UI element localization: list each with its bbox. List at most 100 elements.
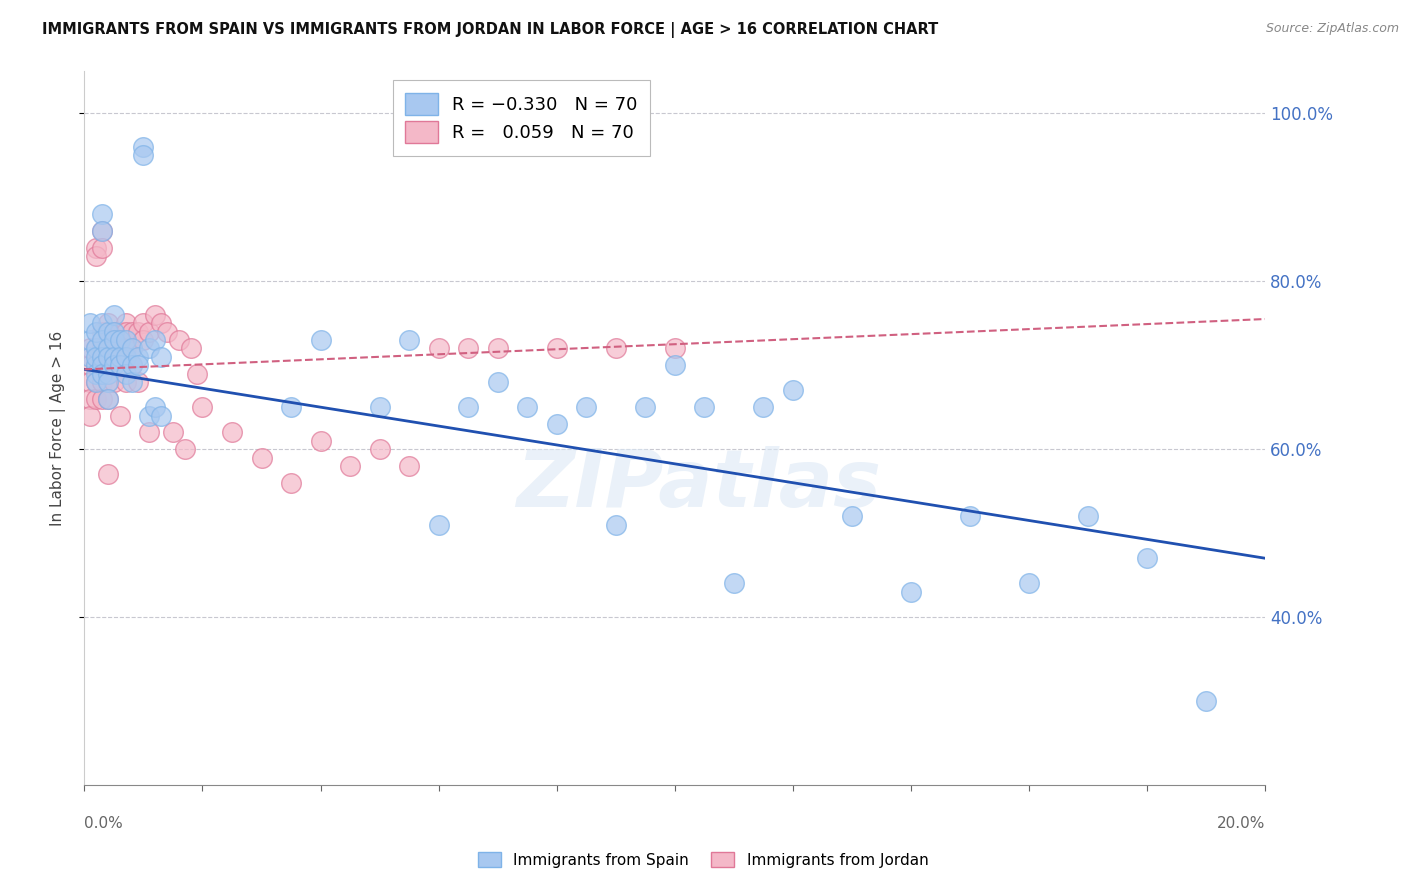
Text: ZIPatlas: ZIPatlas [516, 446, 882, 524]
Point [516, 400, 538, 414]
Point [132, 148, 155, 162]
Point [959, 509, 981, 524]
Point [427, 517, 450, 532]
Point [486, 375, 509, 389]
Point [103, 358, 125, 372]
Point [114, 325, 136, 339]
Point [91, 241, 114, 255]
Point [132, 333, 155, 347]
Point [84, 241, 107, 255]
Point [173, 442, 195, 457]
Point [97, 358, 120, 372]
Point [84, 342, 107, 356]
Point [114, 316, 136, 330]
Point [1018, 576, 1040, 591]
Point [121, 342, 143, 356]
Point [280, 475, 302, 490]
Point [79, 316, 101, 330]
Point [103, 342, 125, 356]
Point [91, 358, 114, 372]
Point [108, 333, 131, 347]
Point [221, 425, 243, 440]
Point [121, 342, 143, 356]
Point [97, 333, 120, 347]
Point [97, 392, 120, 406]
Point [91, 350, 114, 364]
Point [84, 342, 107, 356]
Y-axis label: In Labor Force | Age > 16: In Labor Force | Age > 16 [51, 331, 66, 525]
Point [103, 325, 125, 339]
Point [114, 375, 136, 389]
Point [108, 333, 131, 347]
Legend: Immigrants from Spain, Immigrants from Jordan: Immigrants from Spain, Immigrants from J… [470, 844, 936, 875]
Point [398, 458, 420, 473]
Point [97, 375, 120, 389]
Point [103, 350, 125, 364]
Point [103, 375, 125, 389]
Point [150, 316, 173, 330]
Legend: R = −0.330   N = 70, R =   0.059   N = 70: R = −0.330 N = 70, R = 0.059 N = 70 [392, 80, 650, 156]
Point [108, 325, 131, 339]
Point [91, 316, 114, 330]
Point [156, 325, 179, 339]
Point [79, 342, 101, 356]
Point [546, 417, 568, 431]
Point [108, 350, 131, 364]
Point [79, 392, 101, 406]
Point [143, 400, 166, 414]
Text: 20.0%: 20.0% [1218, 816, 1265, 831]
Point [121, 375, 143, 389]
Point [84, 249, 107, 263]
Point [114, 350, 136, 364]
Point [309, 333, 332, 347]
Point [114, 342, 136, 356]
Point [114, 333, 136, 347]
Point [79, 375, 101, 389]
Point [280, 400, 302, 414]
Point [138, 409, 160, 423]
Point [398, 333, 420, 347]
Point [575, 400, 598, 414]
Point [84, 358, 107, 372]
Point [1077, 509, 1099, 524]
Point [84, 350, 107, 364]
Point [121, 358, 143, 372]
Point [84, 367, 107, 381]
Point [900, 585, 922, 599]
Point [91, 224, 114, 238]
Point [84, 375, 107, 389]
Point [121, 325, 143, 339]
Point [782, 384, 804, 398]
Point [339, 458, 361, 473]
Point [605, 517, 627, 532]
Point [693, 400, 716, 414]
Point [97, 367, 120, 381]
Point [127, 358, 149, 372]
Point [143, 308, 166, 322]
Point [605, 342, 627, 356]
Point [97, 350, 120, 364]
Point [97, 325, 120, 339]
Text: IMMIGRANTS FROM SPAIN VS IMMIGRANTS FROM JORDAN IN LABOR FORCE | AGE > 16 CORREL: IMMIGRANTS FROM SPAIN VS IMMIGRANTS FROM… [42, 22, 938, 38]
Point [91, 367, 114, 381]
Point [138, 325, 160, 339]
Point [368, 442, 391, 457]
Point [97, 342, 120, 356]
Point [138, 425, 160, 440]
Point [138, 342, 160, 356]
Point [103, 308, 125, 322]
Point [143, 333, 166, 347]
Point [309, 434, 332, 448]
Point [91, 392, 114, 406]
Point [103, 358, 125, 372]
Point [84, 392, 107, 406]
Point [186, 367, 208, 381]
Point [103, 333, 125, 347]
Point [127, 350, 149, 364]
Text: Source: ZipAtlas.com: Source: ZipAtlas.com [1265, 22, 1399, 36]
Point [180, 342, 202, 356]
Point [486, 342, 509, 356]
Point [167, 333, 190, 347]
Point [132, 140, 155, 154]
Point [664, 358, 686, 372]
